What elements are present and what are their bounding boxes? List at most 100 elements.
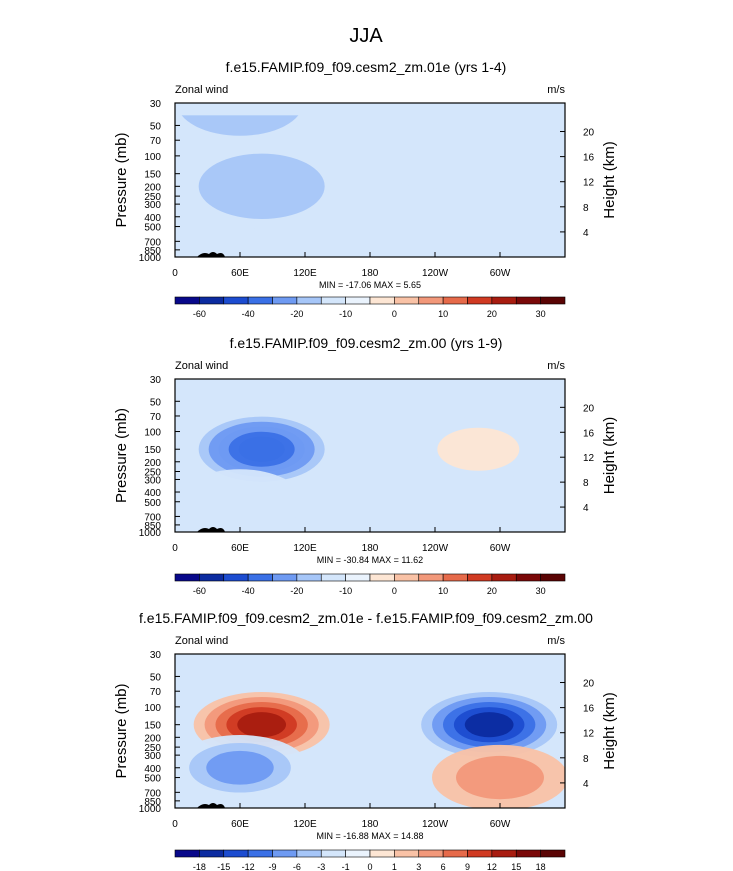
colorbar-box bbox=[491, 849, 517, 858]
colorbar-box bbox=[247, 296, 273, 305]
pressure-tick-label: 850 bbox=[144, 246, 161, 257]
contour-blob-4 bbox=[456, 755, 544, 800]
pressure-tick-label: 100 bbox=[144, 152, 161, 163]
lon-tick-label: 60W bbox=[490, 543, 511, 554]
colorbar-box bbox=[540, 849, 566, 858]
contour-blob-3 bbox=[206, 750, 274, 785]
colorbar-box bbox=[345, 573, 371, 582]
topography-mark bbox=[197, 527, 225, 532]
colorbar-label: -3 bbox=[317, 862, 325, 871]
lon-tick-label: 0 bbox=[172, 819, 178, 830]
height-tick-label: 8 bbox=[583, 478, 589, 489]
contour-blob-3 bbox=[372, 123, 498, 189]
height-tick-label: 16 bbox=[583, 704, 595, 715]
colorbar-box bbox=[199, 296, 225, 305]
colorbar-box bbox=[272, 849, 298, 858]
colorbar-box bbox=[515, 296, 541, 305]
contour-blob-1 bbox=[175, 208, 260, 257]
height-tick-label: 12 bbox=[583, 453, 595, 464]
pressure-tick-label: 250 bbox=[144, 743, 161, 754]
height-tick-label: 4 bbox=[583, 503, 589, 514]
lon-tick-label: 120W bbox=[422, 819, 449, 830]
colorbar-box bbox=[418, 573, 444, 582]
lon-tick-label: 60E bbox=[231, 268, 249, 279]
colorbar-label: -18 bbox=[193, 862, 206, 871]
colorbar-box bbox=[199, 573, 225, 582]
variable-label: Zonal wind bbox=[175, 84, 228, 96]
colorbar-box bbox=[174, 573, 200, 582]
height-tick-label: 20 bbox=[583, 128, 595, 139]
colorbar-label: 6 bbox=[441, 862, 446, 871]
colorbar-label: -6 bbox=[293, 862, 301, 871]
y-axis-right-title: Height (km) bbox=[601, 141, 618, 219]
height-tick-label: 12 bbox=[583, 729, 595, 740]
min-max-stats: MIN = -16.88 MAX = 14.88 bbox=[316, 831, 423, 841]
pressure-tick-label: 300 bbox=[144, 751, 161, 762]
pressure-tick-label: 500 bbox=[144, 498, 161, 509]
colorbar-label: -10 bbox=[339, 309, 352, 319]
colorbar-box bbox=[394, 849, 420, 858]
colorbar-box bbox=[223, 573, 249, 582]
pressure-tick-label: 50 bbox=[150, 397, 162, 408]
y-axis-title: Pressure (mb) bbox=[113, 683, 130, 778]
pressure-tick-label: 150 bbox=[144, 170, 161, 181]
pressure-tick-label: 300 bbox=[144, 200, 161, 211]
min-max-stats: MIN = -17.06 MAX = 5.65 bbox=[319, 280, 421, 290]
lon-tick-label: 120E bbox=[293, 543, 317, 554]
variable-label: Zonal wind bbox=[175, 360, 228, 372]
colorbar-label: -10 bbox=[339, 586, 352, 596]
colorbar-label: 10 bbox=[438, 586, 448, 596]
colorbar-label: 20 bbox=[487, 586, 497, 596]
colorbar-box bbox=[320, 849, 346, 858]
colorbar-box bbox=[345, 849, 371, 858]
pressure-tick-label: 700 bbox=[144, 237, 161, 248]
colorbar-box bbox=[223, 296, 249, 305]
colorbar-box bbox=[515, 573, 541, 582]
field-top-band bbox=[175, 103, 565, 116]
units-label: m/s bbox=[547, 635, 565, 647]
colorbar-box bbox=[418, 296, 444, 305]
colorbar-box bbox=[442, 573, 468, 582]
colorbar-label: -12 bbox=[242, 862, 255, 871]
lon-tick-label: 120W bbox=[422, 543, 449, 554]
contour-field bbox=[175, 654, 565, 808]
colorbar-label: 30 bbox=[536, 309, 546, 319]
colorbar-box bbox=[272, 296, 298, 305]
field-top-band bbox=[175, 379, 565, 392]
colorbar-box bbox=[296, 296, 322, 305]
pressure-tick-label: 500 bbox=[144, 774, 161, 785]
colorbar-label: 3 bbox=[416, 862, 421, 871]
lon-tick-label: 60W bbox=[490, 819, 511, 830]
colorbar-label: 1 bbox=[392, 862, 397, 871]
colorbar-label: 15 bbox=[511, 862, 521, 871]
colorbar-label: -60 bbox=[193, 309, 206, 319]
lon-tick-label: 180 bbox=[362, 268, 379, 279]
lon-tick-label: 120E bbox=[293, 819, 317, 830]
colorbar-box bbox=[467, 296, 493, 305]
figure-title: JJA bbox=[349, 25, 383, 47]
colorbar-box bbox=[369, 849, 395, 858]
pressure-tick-label: 30 bbox=[150, 99, 162, 110]
height-tick-label: 8 bbox=[583, 754, 589, 765]
colorbar-label: -20 bbox=[290, 309, 303, 319]
colorbar-box bbox=[540, 296, 566, 305]
height-tick-label: 16 bbox=[583, 428, 595, 439]
colorbar-label: 9 bbox=[465, 862, 470, 871]
topography-mark bbox=[197, 252, 225, 257]
pressure-tick-label: 150 bbox=[144, 721, 161, 732]
colorbar-label: 18 bbox=[536, 862, 546, 871]
panel-title: f.e15.FAMIP.f09_f09.cesm2_zm.00 (yrs 1-9… bbox=[230, 335, 503, 351]
topography-mark bbox=[197, 803, 225, 808]
colorbar-box bbox=[394, 573, 420, 582]
colorbar-box bbox=[394, 296, 420, 305]
variable-label: Zonal wind bbox=[175, 635, 228, 647]
pressure-tick-label: 400 bbox=[144, 488, 161, 499]
contour-field bbox=[175, 379, 565, 532]
y-axis-right-title: Height (km) bbox=[601, 417, 618, 495]
pressure-tick-label: 250 bbox=[144, 192, 161, 203]
y-axis-title: Pressure (mb) bbox=[113, 132, 130, 227]
colorbar-label: 20 bbox=[487, 309, 497, 319]
colorbar-label: -9 bbox=[268, 862, 276, 871]
pressure-tick-label: 50 bbox=[150, 121, 162, 132]
contour-blob-2 bbox=[198, 153, 325, 220]
